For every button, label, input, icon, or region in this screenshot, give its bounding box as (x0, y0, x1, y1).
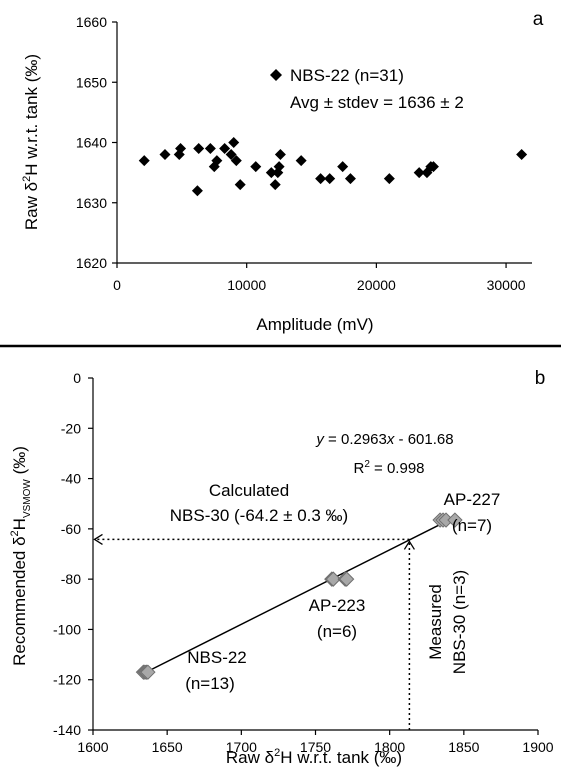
panel-a-data-point (344, 173, 356, 185)
panel-b-x-axis-title: Raw δ2H w.r.t. tank (‰) (226, 747, 402, 767)
series-n-ap227: (n=7) (452, 516, 492, 535)
panel-a-y-tick-label: 1660 (76, 14, 107, 30)
panel-a-x-tick-label: 30000 (487, 277, 526, 293)
series-n-ap223: (n=6) (317, 622, 357, 641)
panel-a-x-ticks: 0 10000 20000 30000 (113, 263, 526, 293)
regression-r2: R2 = 0.998 (353, 459, 424, 477)
panel-b-x-tick-label: 1850 (448, 739, 479, 755)
panel-a-letter: a (533, 9, 544, 30)
panel-a-data-point (230, 155, 242, 167)
panel-a-data-point (219, 143, 231, 155)
panel-a-y-tick-label: 1620 (76, 255, 107, 271)
panel-a-data-point (204, 143, 216, 155)
calculated-nbs30-arrowhead (93, 533, 103, 545)
panel-b-y-tick-label: -40 (61, 471, 81, 487)
panel-b-y-tick-label: -100 (53, 621, 81, 637)
panel-b-y-tick-label: -140 (53, 722, 81, 738)
panel-b-y-axis-title: Recommended δ2HVSMOW (‰) (9, 446, 33, 666)
series-label-ap227: AP-227 (444, 490, 501, 509)
panel-a-y-tick-label: 1640 (76, 135, 107, 151)
panel-a-data-point (383, 173, 395, 185)
panel-b-y-ticks: 0 -20 -40 -60 -80 -100 -120 -140 (53, 370, 93, 738)
panel-b-y-tick-label: -120 (53, 672, 81, 688)
panel-a-legend-marker (270, 69, 282, 81)
panel-a-x-tick-label: 20000 (357, 277, 396, 293)
panel-a-data-point (273, 161, 285, 173)
panel-a-data-point (295, 155, 307, 167)
panel-b-x-tick-label: 1800 (374, 739, 405, 755)
panel-a-x-tick-label: 10000 (227, 277, 266, 293)
panel-b-data-point (447, 512, 463, 528)
panel-a-data-point (191, 185, 203, 197)
panel-a-data-point (211, 155, 223, 167)
panel-a-data-point (234, 179, 246, 191)
panel-a-y-ticks: 1620 1630 1640 1650 1660 (76, 14, 117, 271)
panel-b-x-tick-label: 1700 (226, 739, 257, 755)
panel-b-data-point (325, 571, 342, 587)
panel-a-data-point (274, 149, 286, 161)
panel-b: b 0 -20 -40 -60 -80 -100 -120 -140 1600 1650 1700… (9, 368, 554, 767)
panel-a-data-point (427, 161, 439, 173)
panel-b-y-tick-label: -20 (61, 420, 81, 436)
panel-b-points (135, 512, 463, 680)
panel-a-data-point (250, 161, 262, 173)
panel-b-data-point (140, 664, 156, 680)
panel-a-data-point (324, 173, 336, 185)
panel-b-x-tick-label: 1650 (152, 739, 183, 755)
panel-b-y-tick-label: -80 (61, 571, 81, 587)
panel-a-y-axis-title: Raw δ2H w.r.t. tank (‰) (21, 54, 41, 230)
panel-a-legend-stat: Avg ± stdev = 1636 ± 2 (290, 93, 464, 112)
series-label-nbs22: NBS-22 (187, 648, 247, 667)
panel-a-points (138, 137, 528, 197)
panel-a-y-tick-label: 1650 (76, 74, 107, 90)
calculated-nbs30-label-line1: Calculated (209, 481, 289, 500)
panel-a-data-point (138, 155, 150, 167)
panel-a-data-point (159, 149, 171, 161)
series-n-nbs22: (n=13) (185, 674, 235, 693)
panel-b-x-ticks: 1600 1650 1700 1750 1800 1850 1900 (77, 730, 554, 755)
panel-a-legend-label: NBS-22 (n=31) (290, 66, 404, 85)
panel-a-data-point (175, 143, 187, 155)
regression-line (144, 515, 457, 674)
panel-a-data-point (265, 167, 277, 179)
panel-a-data-point (413, 167, 425, 179)
panel-a-data-point (516, 149, 528, 161)
panel-b-x-tick-label: 1750 (300, 739, 331, 755)
panel-b-y-tick-label: 0 (73, 370, 81, 386)
panel-a-data-point (269, 179, 281, 191)
panel-b-y-tick-label: -60 (61, 521, 81, 537)
panel-a-data-point (337, 161, 349, 173)
panel-a-data-point (193, 143, 205, 155)
panel-b-x-tick-label: 1600 (77, 739, 108, 755)
panel-a-data-point (228, 137, 240, 148)
panel-a-x-tick-label: 0 (113, 277, 121, 293)
measured-nbs30-label: Measured NBS-30 (n=3) (426, 570, 469, 674)
calculated-nbs30-label-line2: NBS-30 (-64.2 ± 0.3 ‰) (170, 506, 348, 525)
panel-a-x-axis-title: Amplitude (mV) (256, 315, 373, 334)
panel-b-data-point (338, 571, 355, 587)
series-label-ap223: AP-223 (309, 596, 366, 615)
measured-nbs30-arrowhead (403, 540, 415, 550)
panel-a-data-point (315, 173, 327, 185)
panel-a-y-tick-label: 1630 (76, 195, 107, 211)
panel-b-letter: b (535, 368, 546, 389)
panel-b-x-tick-label: 1900 (522, 739, 553, 755)
panel-a-data-point (225, 149, 237, 161)
regression-equation: y = 0.2963x - 601.68 (315, 431, 453, 448)
